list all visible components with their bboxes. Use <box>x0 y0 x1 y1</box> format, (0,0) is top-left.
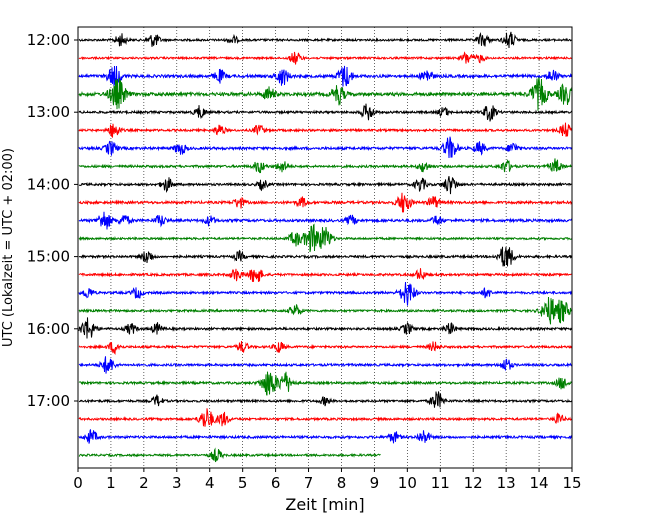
x-tick-label: 9 <box>370 474 380 492</box>
x-tick-label: 3 <box>172 474 182 492</box>
x-tick-label: 11 <box>431 474 450 492</box>
y-tick-label: 17:00 <box>27 392 70 410</box>
y-axis-ticks: 12:00 13:00 14:00 15:00 16:00 17:00 <box>27 31 78 410</box>
seismogram-trace <box>78 340 573 355</box>
seismogram-trace <box>78 176 573 195</box>
seismogram-trace <box>78 103 573 122</box>
seismogram-trace <box>78 211 573 230</box>
seismogram-trace <box>78 447 381 463</box>
seismogram-trace <box>78 122 573 138</box>
seismogram-trace <box>78 223 573 253</box>
x-tick-label: 14 <box>530 474 549 492</box>
x-tick-label: 15 <box>562 474 581 492</box>
seismogram-trace <box>78 268 573 282</box>
y-tick-label: 16:00 <box>27 320 70 338</box>
plot-frame <box>77 26 573 469</box>
y-tick-label: 15:00 <box>27 248 70 266</box>
x-tick-label: 2 <box>139 474 149 492</box>
seismogram-trace <box>78 136 573 159</box>
seismogram-trace <box>78 371 573 396</box>
x-axis-ticks: 0 1 2 3 4 5 6 7 8 9 10 11 12 13 14 15 <box>73 468 582 492</box>
seismogram-trace <box>78 246 573 267</box>
seismogram-trace <box>78 317 573 339</box>
seismogram-trace <box>78 356 573 374</box>
x-tick-label: 5 <box>238 474 248 492</box>
x-tick-label: 12 <box>464 474 483 492</box>
x-tick-label: 13 <box>497 474 516 492</box>
seismogram-trace <box>78 282 573 306</box>
y-tick-label: 14:00 <box>27 175 70 193</box>
x-tick-label: 4 <box>205 474 215 492</box>
seismogram-trace <box>78 296 573 325</box>
seismogram-traces <box>78 31 573 463</box>
seismogram-trace <box>78 31 573 49</box>
x-tick-label: 8 <box>337 474 347 492</box>
y-tick-label: 12:00 <box>27 31 70 49</box>
seismogram-trace <box>78 192 573 213</box>
seismogram-trace <box>78 391 573 408</box>
seismogram-trace <box>78 65 573 88</box>
y-axis-label: UTC (Lokalzeit = UTC + 02:00) <box>1 148 16 347</box>
y-tick-label: 13:00 <box>27 103 70 121</box>
seismogram-trace <box>78 77 573 111</box>
x-tick-label: 0 <box>73 474 83 492</box>
x-axis-label: Zeit [min] <box>285 495 364 514</box>
seismogram-trace <box>78 408 573 427</box>
x-tick-label: 1 <box>106 474 116 492</box>
x-tick-label: 7 <box>304 474 314 492</box>
x-tick-label: 6 <box>271 474 281 492</box>
x-tick-label: 10 <box>398 474 417 492</box>
seismogram-trace <box>78 51 573 65</box>
seismogram-trace <box>78 158 573 174</box>
seismogram-trace <box>78 429 573 444</box>
